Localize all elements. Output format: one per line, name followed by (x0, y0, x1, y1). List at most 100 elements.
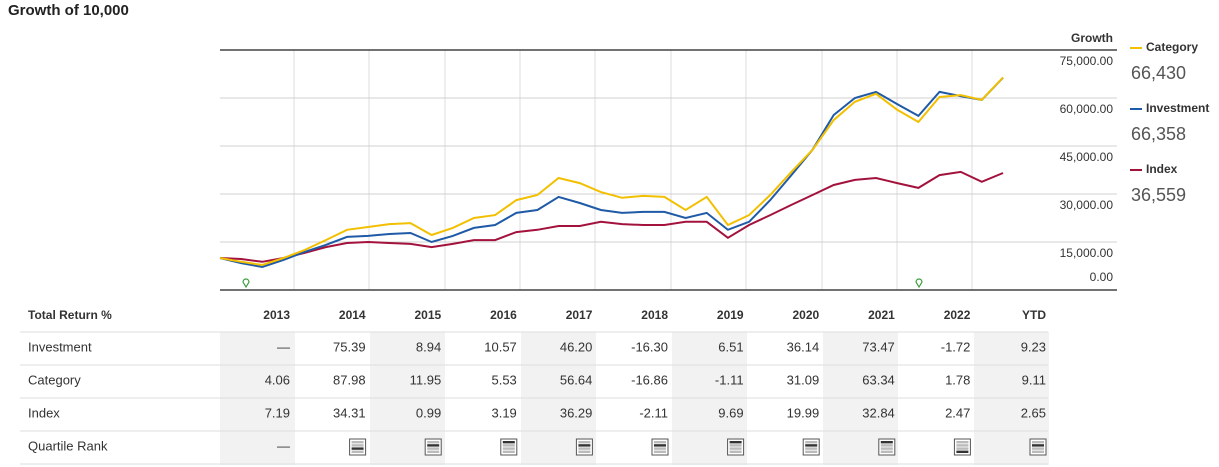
quartile-band (956, 447, 969, 450)
table-cell: 36.14 (787, 339, 820, 354)
table-cell: 10.57 (484, 339, 517, 354)
y-tick-label: 45,000.00 (1060, 150, 1114, 164)
series-line (219, 77, 1004, 269)
quartile-band (805, 444, 818, 447)
y-tick-label: 60,000.00 (1060, 102, 1114, 116)
quartile-band (880, 441, 893, 444)
quartile-icon (953, 438, 971, 456)
column-header: 2018 (641, 308, 668, 322)
y-tick-label: 30,000.00 (1060, 198, 1114, 212)
row-label: Quartile Rank (28, 438, 108, 453)
table-cell: 87.98 (333, 372, 366, 387)
row-label: Category (28, 372, 81, 387)
column-header: 2021 (868, 308, 895, 322)
quartile-band (1032, 444, 1044, 447)
legend-value: 66,358 (1131, 124, 1186, 144)
event-markers (242, 278, 923, 289)
quartile-icon (500, 438, 518, 456)
column-header: 2017 (566, 308, 593, 322)
legend-label: Category (1146, 40, 1198, 54)
quartile-band (351, 447, 364, 450)
vertical-grid (293, 50, 973, 290)
table-cell: 1.78 (945, 372, 970, 387)
column-header: 2013 (263, 308, 290, 322)
quartile-band (956, 444, 969, 447)
quartile-band (502, 447, 515, 450)
legend-value: 36,559 (1131, 185, 1186, 205)
quartile-band (729, 444, 742, 447)
table-cell: 34.31 (333, 405, 366, 420)
quartile-icon (651, 438, 669, 456)
quartile-band (1032, 441, 1044, 444)
table-cell: 7.19 (265, 405, 290, 420)
table-cell: 75.39 (333, 339, 366, 354)
quartile-band (351, 444, 364, 447)
quartile-band (578, 450, 591, 453)
quartile-band (578, 441, 591, 444)
table-cell: 4.06 (265, 372, 290, 387)
quartile-band (880, 444, 893, 447)
table-cell: 36.29 (560, 405, 593, 420)
quartile-band (956, 441, 969, 444)
table-cell: — (277, 438, 290, 453)
table-cell: 2.47 (945, 405, 970, 420)
table-cell: 8.94 (416, 339, 441, 354)
quartile-band (502, 444, 515, 447)
row-lines (20, 331, 1048, 465)
table-cell: — (277, 339, 290, 354)
table-cell: 3.19 (491, 405, 516, 420)
table-cell: 5.53 (491, 372, 516, 387)
quartile-band (805, 441, 818, 444)
quartile-band (880, 450, 893, 453)
quartile-band (578, 444, 591, 447)
quartile-band (956, 450, 969, 453)
quartile-band (880, 447, 893, 450)
quartile-band (729, 447, 742, 450)
quartile-band (805, 450, 818, 453)
legend-label: Investment (1146, 101, 1209, 115)
table-cell: 32.84 (862, 405, 895, 420)
column-header: 2016 (490, 308, 517, 322)
y-tick-label: 75,000.00 (1060, 54, 1114, 68)
table-cell: 9.11 (1022, 372, 1046, 387)
y-tick-label: 15,000.00 (1060, 246, 1114, 260)
quartile-band (427, 447, 440, 450)
table-cell: -1.72 (941, 339, 971, 354)
table-cell: 9.69 (718, 405, 743, 420)
series-line (219, 76, 1004, 267)
column-header: 2014 (339, 308, 366, 322)
table-cell: 46.20 (560, 339, 593, 354)
quartile-band (729, 450, 742, 453)
quartile-icon (1029, 438, 1047, 456)
quartile-band (729, 441, 742, 444)
quartile-band (351, 441, 364, 444)
column-header: 2022 (944, 308, 971, 322)
table-cell: 11.95 (410, 372, 442, 387)
quartile-band (1032, 447, 1044, 450)
quartile-band (654, 447, 666, 450)
row-label: Investment (28, 339, 92, 354)
table-cell: -16.86 (631, 372, 668, 387)
y-axis-title: Growth (1071, 31, 1113, 45)
table-cell: -1.11 (715, 372, 744, 387)
row-label: Index (28, 405, 60, 420)
legend-label: Index (1146, 162, 1178, 176)
quartile-band (502, 441, 515, 444)
y-tick-label: 0.00 (1090, 270, 1114, 284)
quartile-band (654, 441, 666, 444)
table-cell: 31.09 (787, 372, 820, 387)
series-line (219, 170, 1004, 263)
chart-title: Growth of 10,000 (8, 2, 129, 19)
quartile-band (654, 450, 666, 453)
table-cell: -16.30 (631, 339, 668, 354)
column-header: YTD (1022, 308, 1046, 322)
table-cell: 73.47 (862, 339, 895, 354)
quartile-icon (424, 438, 442, 456)
quartile-icon (349, 438, 367, 456)
column-header: 2019 (717, 308, 744, 322)
quartile-band (805, 447, 818, 450)
table-cell: -2.11 (639, 405, 668, 420)
table-cell: 0.99 (416, 405, 441, 420)
quartile-band (427, 441, 440, 444)
